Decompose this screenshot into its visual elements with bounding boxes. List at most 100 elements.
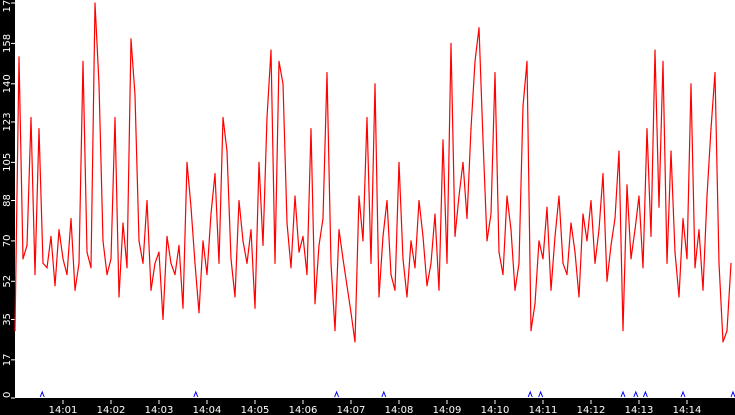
data-point — [558, 195, 560, 197]
data-point — [434, 213, 436, 215]
data-point — [590, 199, 592, 202]
data-point — [26, 244, 28, 246]
data-point — [242, 240, 244, 242]
x-tick-label: 14:05 — [241, 405, 270, 415]
data-point — [490, 213, 492, 215]
event-marker — [633, 390, 639, 398]
data-point — [262, 244, 264, 246]
data-point — [290, 267, 292, 269]
x-tick-label: 14:14 — [673, 405, 702, 415]
data-point — [514, 289, 516, 291]
data-point — [106, 273, 108, 276]
data-point — [202, 240, 204, 242]
data-point — [598, 229, 600, 231]
data-point — [486, 240, 488, 242]
data-point — [42, 262, 44, 264]
data-point — [498, 251, 500, 253]
data-point — [102, 240, 104, 242]
data-point — [566, 273, 568, 276]
data-point — [62, 258, 64, 260]
data-point — [154, 262, 156, 264]
data-point — [234, 296, 236, 298]
data-point — [254, 307, 256, 309]
series-line-0 — [14, 2, 732, 343]
y-tick-label: 88 — [2, 194, 13, 207]
data-point — [66, 273, 68, 276]
x-tick-label: 14:10 — [481, 405, 510, 415]
data-point — [318, 244, 320, 246]
y-tick-label: 0 — [2, 392, 13, 398]
data-point — [722, 341, 724, 343]
data-point — [622, 330, 624, 332]
data-point — [122, 222, 124, 224]
data-point — [78, 262, 80, 264]
data-point — [14, 330, 16, 332]
data-point — [682, 217, 684, 220]
data-point — [538, 240, 540, 242]
data-point — [146, 199, 148, 202]
data-point — [54, 285, 56, 287]
y-axis: 0 17 35 52 70 88 105 123 140 158 176 — [2, 0, 15, 399]
data-point — [162, 318, 164, 321]
data-point — [702, 289, 704, 291]
x-tick-label: 14:12 — [577, 405, 606, 415]
y-tick-label: 140 — [2, 74, 13, 93]
data-point — [542, 258, 544, 260]
data-point — [502, 273, 504, 276]
data-point — [126, 267, 128, 269]
data-point — [394, 289, 396, 291]
data-point — [466, 217, 468, 220]
data-point — [470, 128, 472, 130]
data-point — [150, 289, 152, 291]
event-marker — [538, 390, 544, 398]
x-tick-label: 14:02 — [97, 405, 126, 415]
data-point — [586, 240, 588, 242]
data-point — [38, 128, 40, 130]
event-marker — [381, 390, 387, 398]
event-marker — [334, 390, 340, 398]
data-point — [50, 235, 52, 238]
data-point — [374, 83, 376, 85]
data-point — [418, 199, 420, 202]
x-axis: 14:01 14:02 14:03 14:04 14:05 14:06 14:07 14:08… — [49, 400, 702, 415]
x-tick-label: 14:06 — [289, 405, 318, 415]
data-point — [670, 150, 672, 152]
data-point — [402, 258, 404, 260]
data-point — [266, 116, 268, 119]
data-point — [710, 128, 712, 130]
data-point — [678, 296, 680, 298]
data-point — [350, 312, 352, 314]
data-point — [398, 161, 400, 163]
data-point — [602, 172, 604, 175]
data-point — [218, 262, 220, 264]
data-point — [582, 213, 584, 215]
data-point — [282, 83, 284, 85]
data-point — [370, 262, 372, 264]
data-point — [570, 222, 572, 224]
data-point — [694, 267, 696, 269]
data-point — [210, 213, 212, 215]
data-point — [690, 83, 692, 85]
data-point — [726, 330, 728, 332]
data-point — [630, 258, 632, 260]
data-point — [562, 262, 564, 264]
data-point — [606, 280, 608, 282]
data-point — [70, 217, 72, 220]
data-point — [94, 2, 96, 4]
x-tick-label: 14:08 — [385, 405, 414, 415]
data-point — [206, 273, 208, 276]
data-point — [346, 285, 348, 287]
data-point — [86, 251, 88, 253]
data-point — [130, 38, 132, 40]
data-point — [46, 267, 48, 269]
series-layer — [14, 2, 732, 343]
data-point — [134, 94, 136, 96]
data-point — [90, 267, 92, 269]
x-tick-label: 14:11 — [529, 405, 558, 415]
data-point — [526, 60, 528, 62]
y-tick-label: 123 — [2, 112, 13, 131]
data-point — [250, 229, 252, 231]
data-point — [138, 240, 140, 242]
data-point — [578, 296, 580, 298]
